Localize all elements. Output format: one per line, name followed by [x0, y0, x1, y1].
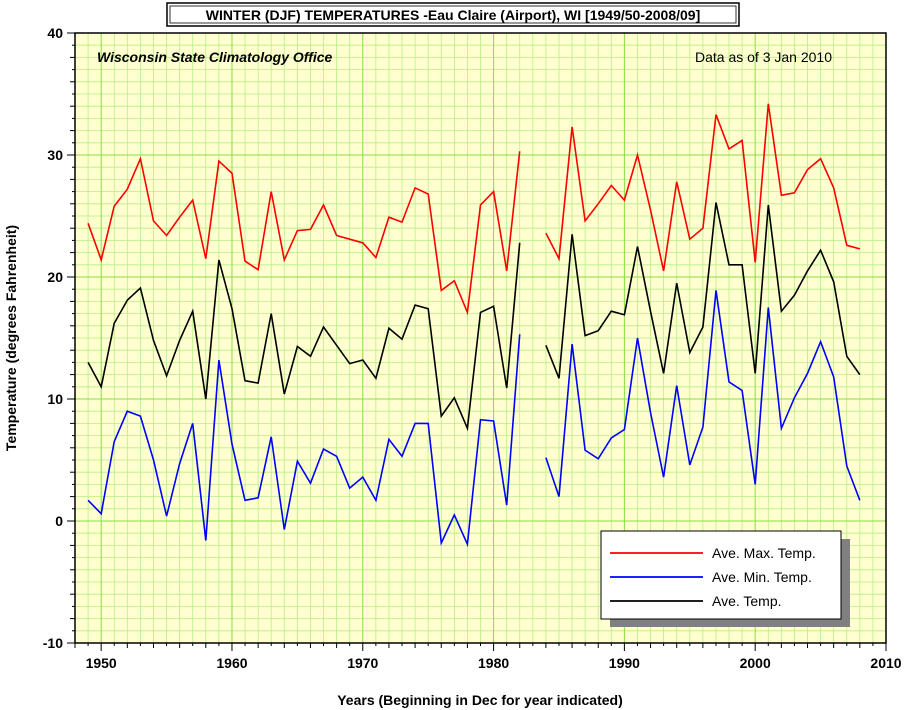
y-axis-label: Temperature (degrees Fahrenheit): [3, 225, 19, 451]
legend-label: Ave. Min. Temp.: [712, 569, 812, 585]
chart-source: Wisconsin State Climatology Office: [97, 49, 333, 65]
series-layer: [87, 103, 861, 548]
y-tick-label: 10: [47, 391, 63, 407]
x-tick-label: 1970: [347, 655, 378, 671]
title-box: [166, 2, 740, 27]
x-tick-label: 2010: [870, 655, 901, 671]
title-box-inner: [169, 5, 737, 24]
x-tick-label: 1960: [216, 655, 247, 671]
y-tick-label: 30: [47, 147, 63, 163]
x-axis-label: Years (Beginning in Dec for year indicat…: [337, 692, 623, 708]
y-tick-label: -10: [43, 635, 63, 651]
x-tick-label: 1950: [86, 655, 117, 671]
x-tick-label: 1980: [478, 655, 509, 671]
legend: Ave. Max. Temp. Ave. Min. Temp. Ave. Temp.: [600, 530, 850, 627]
axis-ticks: 1950 1960 1970 1980 1990 2000 2010 -10 0 10 20 30 40: [43, 25, 902, 671]
data-date: Data as of 3 Jan 2010: [695, 49, 832, 65]
x-tick-label: 1990: [609, 655, 640, 671]
y-tick-label: 40: [47, 25, 63, 41]
legend-label: Ave. Temp.: [712, 593, 782, 609]
series-line-1: [87, 290, 861, 548]
legend-box: [600, 530, 842, 620]
series-line-2: [87, 202, 861, 432]
series-line-0: [87, 103, 861, 316]
y-tick-label: 0: [55, 513, 63, 529]
legend-label: Ave. Max. Temp.: [712, 545, 816, 561]
chart-title: WINTER (DJF) TEMPERATURES -Eau Claire (A…: [206, 7, 701, 23]
y-tick-label: 20: [47, 269, 63, 285]
x-tick-label: 2000: [740, 655, 771, 671]
